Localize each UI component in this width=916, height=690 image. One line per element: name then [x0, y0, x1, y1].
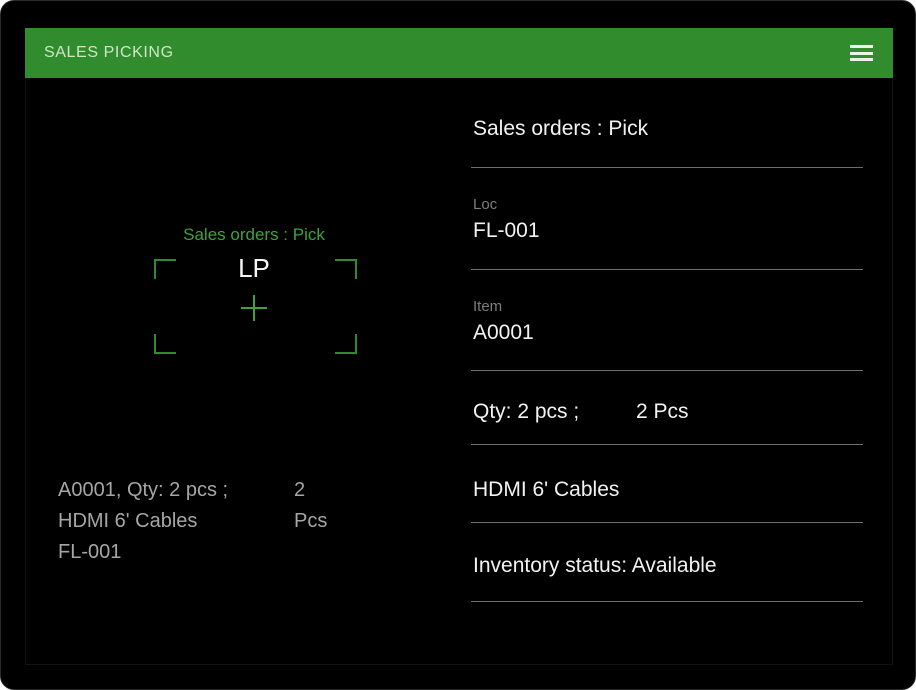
item-field-value: A0001 [473, 321, 534, 344]
scan-result-line1-right: 2 Pcs [294, 479, 328, 532]
scan-result-line1-left: A0001, Qty: 2 pcs ; [58, 479, 229, 501]
product-name-row: HDMI 6' Cables [473, 478, 620, 501]
scanner-mode-label: Sales orders : Pick [183, 225, 325, 244]
qty-row-left: Qty: 2 pcs ; [473, 400, 580, 423]
details-title: Sales orders : Pick [473, 117, 649, 140]
screen-area [25, 28, 893, 665]
divider [471, 269, 863, 270]
divider [471, 522, 863, 523]
crosshair-plus-icon [241, 295, 267, 321]
divider [471, 601, 863, 602]
loc-field-value: FL-001 [473, 219, 540, 242]
inventory-status-row: Inventory status: Available [473, 554, 717, 577]
scan-result-text: A0001, Qty: 2 pcs ; 2 Pcs HDMI 6' Cables… [58, 475, 327, 568]
page-title: SALES PICKING [44, 44, 174, 61]
scan-result-line3: FL-001 [58, 541, 122, 563]
app-bar: SALES PICKING [25, 28, 893, 78]
qty-row-right: 2 Pcs [636, 400, 689, 423]
scan-result-line1: A0001, Qty: 2 pcs ; 2 Pcs [58, 475, 327, 532]
divider [471, 370, 863, 371]
hamburger-menu-icon[interactable] [850, 45, 874, 61]
divider [471, 167, 863, 168]
scan-result-line2: HDMI 6' Cables [58, 510, 198, 532]
qty-row: Qty: 2 pcs ; 2 Pcs [473, 400, 689, 424]
viewfinder-corner-bottom-left [154, 334, 176, 354]
divider [471, 444, 863, 445]
viewfinder-corner-top-left [154, 259, 176, 279]
scanner-field-code: LP [238, 253, 270, 283]
menu-bar-line [850, 45, 873, 48]
viewfinder-corner-bottom-right [335, 334, 357, 354]
loc-field-label: Loc [473, 196, 498, 213]
camera-viewfinder-icon[interactable] [154, 259, 357, 354]
menu-bar-line [850, 51, 873, 55]
viewfinder-corner-top-right [335, 259, 357, 279]
menu-bar-line [850, 58, 873, 61]
item-field-label: Item [473, 298, 503, 315]
